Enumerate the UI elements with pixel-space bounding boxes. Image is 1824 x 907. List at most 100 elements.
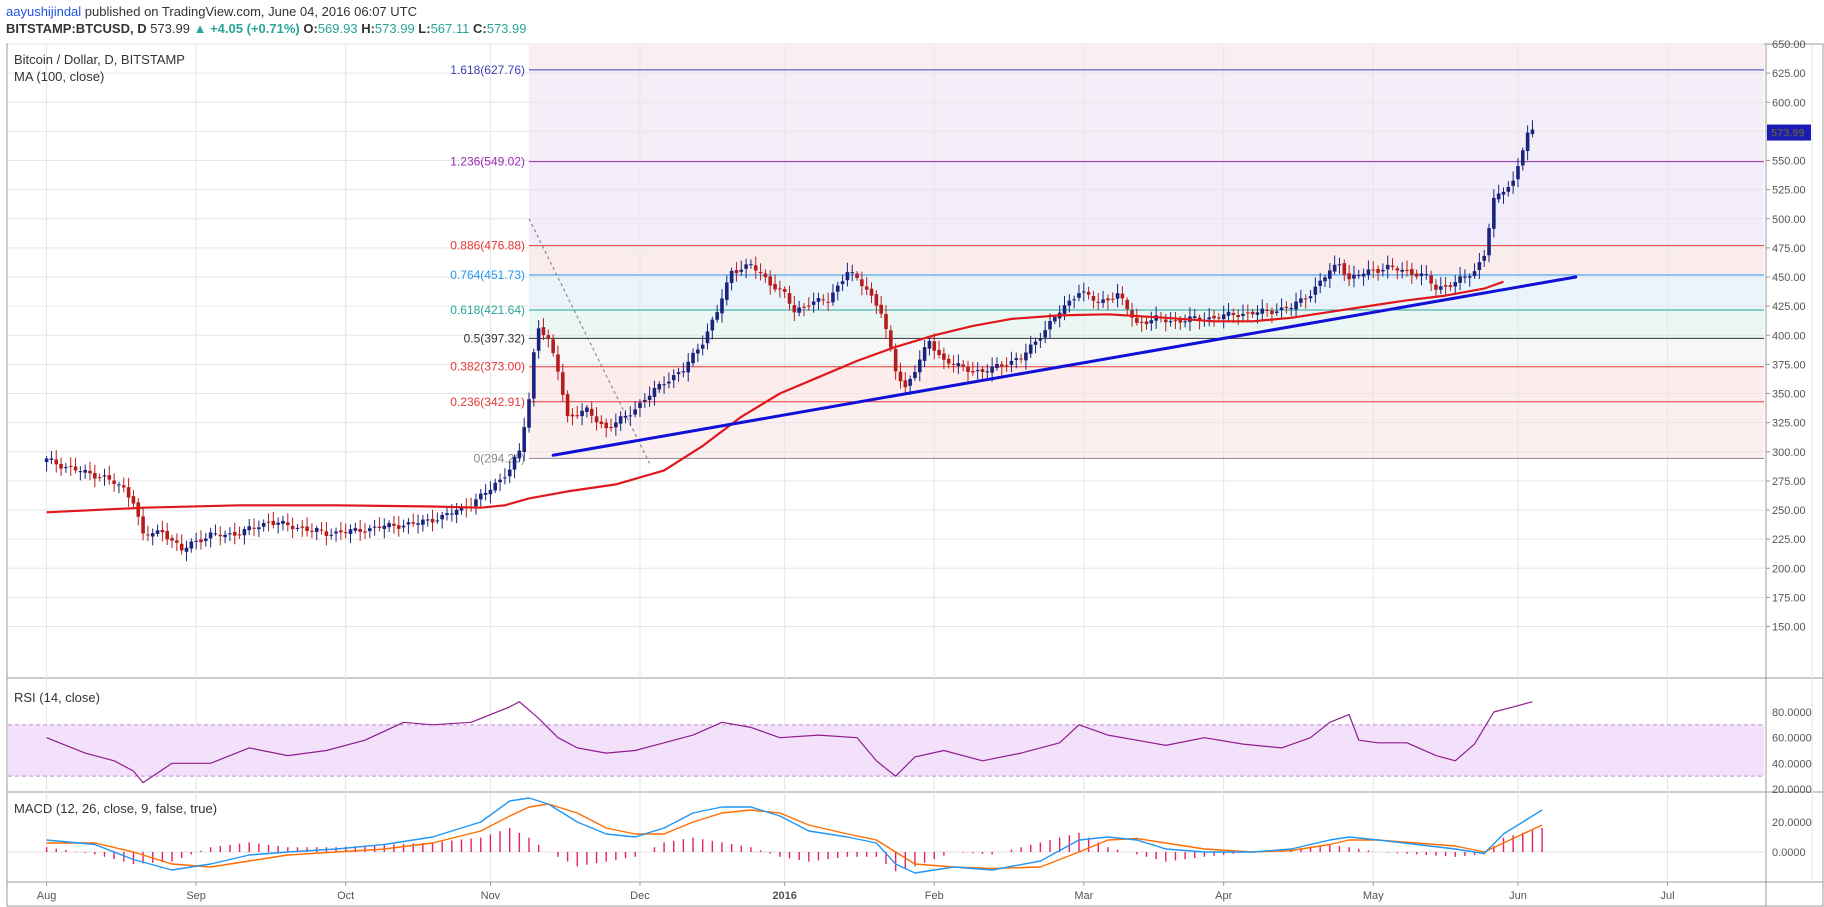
candle-body — [329, 534, 334, 536]
candle-body — [64, 467, 68, 469]
macd-tick-label: 20.0000 — [1772, 817, 1812, 829]
fib-label: 1.618(627.76) — [450, 63, 525, 77]
candle-body — [406, 522, 411, 525]
candle-body — [1472, 271, 1477, 277]
time-axis-label: Aug — [37, 890, 57, 902]
candle-body — [425, 519, 430, 521]
candle-body — [807, 305, 811, 307]
candle-body — [411, 522, 416, 524]
candle-body — [179, 543, 184, 551]
published-text: published on TradingView.com, June 04, 2… — [84, 4, 417, 19]
time-axis-label: Dec — [630, 890, 650, 902]
candle-body — [580, 410, 584, 417]
candle-body — [305, 526, 309, 531]
candle-body — [1289, 307, 1294, 309]
candle-body — [705, 331, 710, 344]
candle-body — [686, 361, 691, 373]
candle-body — [942, 353, 946, 360]
candle-body — [141, 516, 145, 534]
candle-body — [749, 264, 753, 266]
candle-body — [1487, 228, 1491, 256]
candle-body — [247, 526, 252, 531]
candle-body — [232, 531, 237, 536]
candle-body — [1467, 276, 1472, 278]
rsi-band — [8, 724, 1764, 777]
candle-body — [778, 288, 782, 290]
candle-body — [1342, 263, 1347, 275]
candle-body — [68, 465, 73, 467]
candle-body — [150, 533, 155, 537]
candle-body — [117, 484, 121, 486]
candle-body — [1506, 187, 1511, 192]
candle-body — [1395, 268, 1400, 271]
candle-body — [1028, 344, 1033, 354]
candle-body — [657, 383, 662, 390]
candle-body — [1086, 291, 1091, 295]
candle-body — [1419, 273, 1424, 276]
candle-body — [623, 415, 628, 418]
candle-body — [971, 371, 975, 373]
macd-tick-label: 0.0000 — [1772, 847, 1806, 859]
publish-line: aayushijindal published on TradingView.c… — [6, 4, 417, 19]
candle-body — [1019, 358, 1023, 360]
candle-body — [78, 471, 83, 473]
candle-body — [488, 489, 493, 495]
candle-body — [1246, 312, 1250, 314]
candle-body — [223, 534, 227, 538]
fib-label: 0.886(476.88) — [450, 239, 525, 253]
fib-label: 0.382(373.00) — [450, 360, 525, 374]
candle-body — [1168, 321, 1173, 323]
candle-body — [782, 289, 787, 292]
candle-body — [527, 399, 531, 428]
candle-body — [609, 426, 613, 428]
low-key: L: — [418, 21, 431, 36]
candle-body — [893, 348, 898, 372]
candle-body — [614, 422, 618, 428]
candle-body — [975, 370, 980, 372]
candle-body — [88, 470, 92, 474]
candle-body — [999, 364, 1004, 367]
candle-body — [155, 530, 160, 534]
candle-body — [1366, 269, 1371, 275]
candle-body — [218, 534, 223, 537]
candle-body — [932, 341, 937, 351]
candle-body — [966, 366, 970, 372]
open-value: 569.93 — [317, 21, 358, 36]
last-price-badge — [1767, 124, 1811, 141]
candle-body — [700, 344, 705, 349]
candle-body — [112, 480, 116, 484]
candle-body — [570, 414, 575, 417]
candle-body — [1279, 307, 1284, 310]
candle-body — [1091, 296, 1096, 301]
candle-body — [295, 527, 300, 529]
candle-body — [1376, 269, 1380, 273]
candle-body — [1149, 320, 1154, 324]
candle-body — [1265, 309, 1269, 311]
candle-body — [1405, 269, 1409, 271]
candle-body — [1516, 166, 1520, 180]
candle-body — [208, 532, 213, 539]
candle-body — [1043, 330, 1047, 338]
candle-body — [647, 395, 652, 401]
candle-body — [1482, 255, 1486, 261]
fib-label: 0.618(421.64) — [450, 303, 525, 317]
candle-body — [300, 526, 305, 528]
candle-body — [382, 525, 387, 530]
time-axis-label: Apr — [1215, 890, 1232, 902]
candle-body — [189, 541, 194, 549]
candle-body — [1038, 338, 1043, 341]
candle-body — [203, 538, 208, 541]
candle-body — [541, 327, 546, 336]
candle-body — [401, 525, 406, 528]
price-tick-label: 325.00 — [1772, 418, 1806, 430]
candle-body — [691, 352, 695, 364]
candle-body — [44, 458, 49, 463]
author-link[interactable]: aayushijindal — [6, 4, 82, 19]
high-key: H: — [361, 21, 375, 36]
candle-body — [1270, 310, 1274, 315]
candle-body — [951, 363, 956, 365]
candle-body — [454, 509, 459, 515]
candle-body — [845, 272, 850, 281]
candle-body — [1361, 273, 1366, 277]
